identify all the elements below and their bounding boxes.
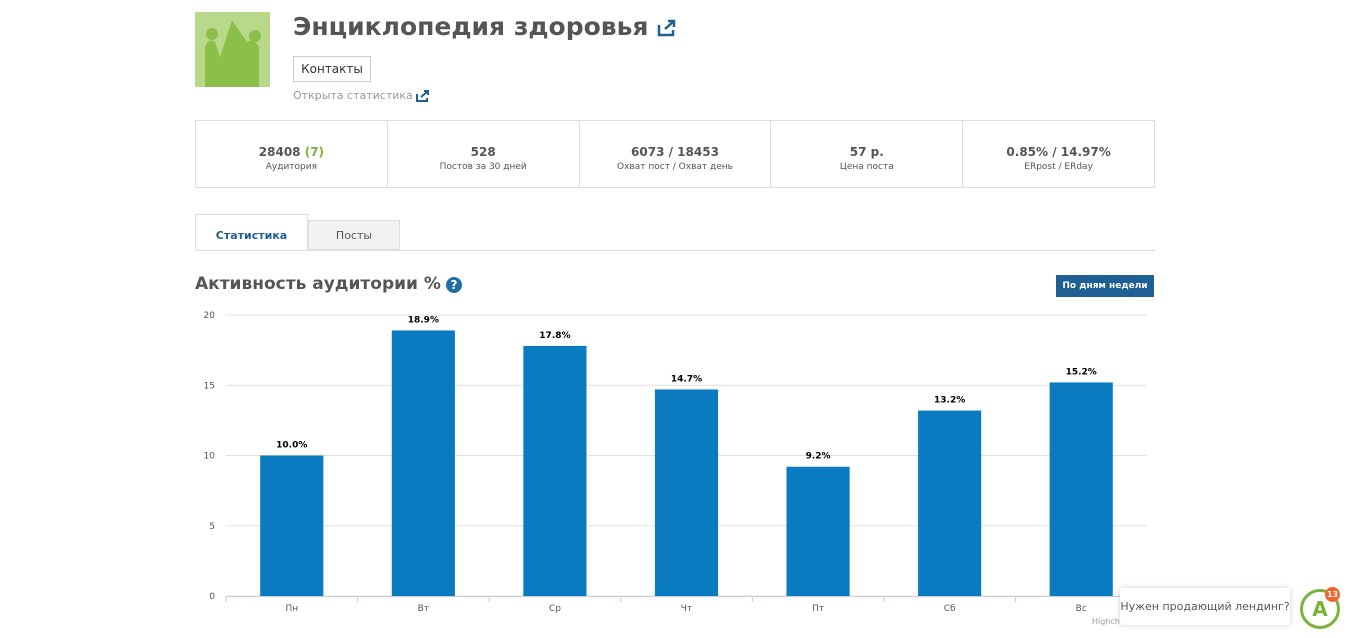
widget-icon[interactable]: A (1300, 589, 1340, 629)
share-icon (416, 90, 430, 102)
tab-active[interactable]: Статистика (195, 214, 308, 250)
data-label: 17.8% (539, 331, 570, 341)
title-text: Энциклопедия здоровья (293, 12, 649, 41)
data-label: 14.7% (671, 374, 702, 384)
share-icon[interactable] (657, 19, 677, 37)
stat-value: 28408 (7) (196, 145, 387, 159)
stat-label: ERpost / ERday (1024, 162, 1093, 172)
data-label: 13.2% (934, 396, 965, 406)
bar (654, 389, 719, 596)
y-tick-label: 20 (204, 311, 216, 321)
bar (260, 455, 324, 596)
x-tick-label: Пт (812, 604, 824, 614)
stat-value: 57 р. (849, 145, 884, 159)
stat-cell: 28408 (7) Аудитория (196, 121, 388, 187)
open-stats-text: Открыта статистика (293, 89, 413, 102)
section-title: Активность аудитории % (195, 274, 441, 294)
tabs: Посты Статистика (195, 214, 1155, 251)
bar (1049, 382, 1113, 596)
stat-number: 28408 (258, 145, 301, 159)
stat-cell: 57 р. Цена поста (771, 121, 964, 187)
stat-label: Постов за 30 дней (439, 162, 527, 172)
y-tick-label: 5 (209, 522, 215, 532)
stats-panel: 28408 (7) Аудитория 528 Постов за 30 дней … (195, 120, 1155, 188)
chat-widget[interactable]: Нужен продающий лендинг? (1120, 588, 1290, 625)
help-icon[interactable]: ? (446, 277, 462, 293)
bar (523, 345, 587, 596)
stat-cell: 0.85% / 14.97% ERpost / ERday (963, 121, 1154, 187)
x-tick-label: Вт (418, 604, 429, 614)
data-label: 15.2% (1066, 367, 1097, 377)
x-tick-label: Пн (285, 604, 298, 614)
x-tick-label: Чт (681, 604, 692, 614)
stat-value: 6073 / 18453 (631, 145, 719, 159)
stat-extra: (7) (304, 145, 325, 159)
stat-value: 0.85% / 14.97% (1006, 145, 1111, 159)
tab[interactable]: Посты (308, 220, 400, 250)
widget-badge: 13 (1325, 587, 1340, 602)
x-tick-label: Вс (1076, 604, 1087, 614)
open-stats-link[interactable]: Открыта статистика (293, 89, 430, 102)
y-tick-label: 15 (204, 381, 215, 391)
data-label: 9.2% (806, 452, 831, 462)
bar (918, 410, 982, 596)
stat-label: Аудитория (265, 162, 318, 172)
period-button[interactable]: По дням недели (1056, 275, 1154, 297)
stat-value: 528 (470, 145, 496, 159)
chart: 0 5 10 15 20 Пн 10.0% Вт 18.9% Ср 17.8% Чт 14.7% Пт 9.… (204, 311, 1148, 626)
bar (786, 466, 850, 596)
y-tick-label: 10 (204, 452, 216, 462)
logo (195, 12, 270, 87)
x-tick-label: Ср (549, 604, 561, 614)
data-label: 10.0% (276, 441, 307, 451)
page-title: Энциклопедия здоровья (293, 12, 677, 41)
stat-label: Охват пост / Охват день (617, 162, 733, 172)
stat-cell: 528 Постов за 30 дней (388, 121, 580, 187)
stat-label: Цена поста (839, 162, 894, 172)
x-tick-label: Сб (944, 604, 956, 614)
data-label: 18.9% (408, 315, 439, 325)
y-tick-label: 0 (209, 592, 215, 602)
stat-cell: 6073 / 18453 Охват пост / Охват день (580, 121, 772, 187)
credit: Highcha (1092, 617, 1125, 626)
bar (391, 330, 455, 596)
contacts-button[interactable]: Контакты (293, 56, 371, 82)
